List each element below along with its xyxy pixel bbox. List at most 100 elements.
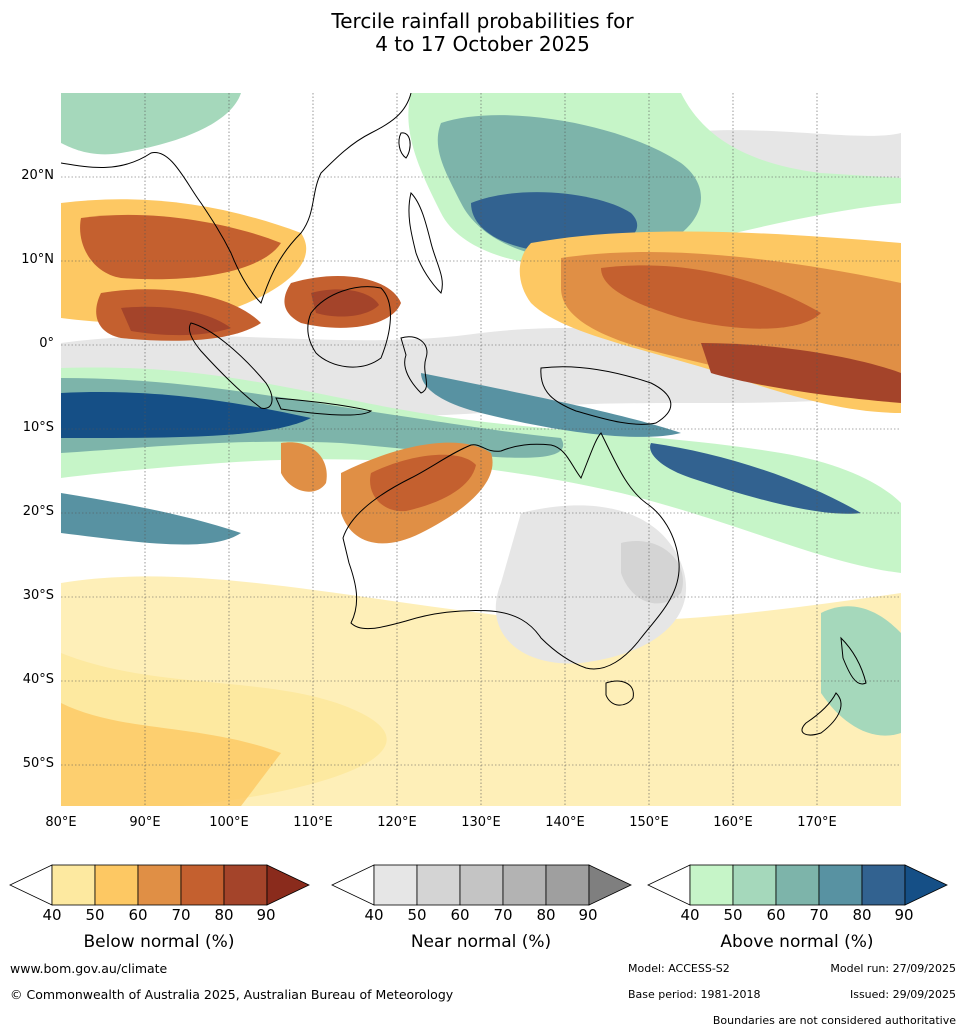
above-segment-2	[732, 864, 777, 906]
lat-label-40S: 40°S	[22, 672, 54, 687]
new-zealand-north	[840, 636, 867, 685]
mainland-asia-coast	[61, 93, 412, 304]
tasmania-coast	[605, 680, 634, 706]
near-tick-60: 60	[450, 906, 470, 924]
lat-label-20N: 20°N	[21, 168, 54, 183]
lon-label-100E: 100°E	[209, 815, 249, 830]
above-io-south	[61, 493, 241, 545]
below-legend-label: Below normal (%)	[83, 932, 235, 952]
lon-label-140E: 140°E	[545, 815, 585, 830]
below-extend-low	[9, 864, 53, 906]
near-tick-40: 40	[364, 906, 384, 924]
lat-label-50S: 50°S	[22, 756, 54, 771]
near-segment-2	[416, 864, 461, 906]
taiwan-coast	[398, 132, 411, 159]
website-link[interactable]: www.bom.gov.au/climate	[10, 961, 168, 976]
lon-label-150E: 150°E	[629, 815, 669, 830]
above-legend-label: Above normal (%)	[720, 932, 874, 952]
near-tick-50: 50	[407, 906, 427, 924]
colorbar-below	[9, 864, 310, 906]
below-nw-australia-dark	[370, 454, 476, 512]
coastlines	[61, 93, 867, 736]
lat-label-20S: 20°S	[22, 504, 54, 519]
borneo-coast	[307, 286, 391, 368]
rainfall-probability-map	[61, 93, 901, 806]
above-segment-4	[818, 864, 863, 906]
new-guinea-coast	[540, 366, 672, 425]
below-pacific-darkest	[701, 343, 901, 403]
below-extend-high	[266, 864, 310, 906]
near-segment-4	[502, 864, 547, 906]
above-tick-60: 60	[766, 906, 786, 924]
above-tick-70: 70	[809, 906, 829, 924]
below-borneo-dark	[311, 289, 379, 317]
graticule	[61, 93, 901, 806]
lat-label-30S: 30°S	[22, 588, 54, 603]
below-segment-5	[223, 864, 268, 906]
near-legend-label: Near normal (%)	[410, 932, 552, 952]
near-segment-1	[373, 864, 418, 906]
below-tick-50: 50	[85, 906, 105, 924]
title-line-2: 4 to 17 October 2025	[375, 32, 590, 56]
near-extend-high	[588, 864, 632, 906]
title-line-1: Tercile rainfall probabilities for	[331, 9, 634, 33]
above-segment-3	[775, 864, 820, 906]
below-tick-80: 80	[214, 906, 234, 924]
near-segment-5	[545, 864, 590, 906]
lon-label-170E: 170°E	[797, 815, 837, 830]
lon-label-130E: 130°E	[461, 815, 501, 830]
below-pacific-dark	[601, 265, 821, 329]
above-io-dark	[61, 392, 311, 438]
below-segment-1	[51, 864, 96, 906]
model-run-date: Model run: 27/09/2025	[830, 962, 956, 975]
below-io-patch	[281, 442, 327, 492]
below-tick-70: 70	[171, 906, 191, 924]
sulawesi-coast	[400, 336, 428, 394]
above-extend-high	[904, 864, 948, 906]
above-segment-1	[689, 864, 734, 906]
lat-label-10N: 10°N	[21, 252, 54, 267]
near-segment-3	[459, 864, 504, 906]
issued-date: Issued: 29/09/2025	[849, 988, 956, 1001]
below-segment-2	[94, 864, 139, 906]
lat-label-10S: 10°S	[22, 420, 54, 435]
below-tick-60: 60	[128, 906, 148, 924]
australia-coast	[342, 432, 680, 670]
base-period: Base period: 1981-2018	[628, 988, 761, 1001]
java-coast	[275, 397, 373, 416]
colorbar-near	[331, 864, 632, 906]
lon-label-80E: 80°E	[45, 815, 77, 830]
lon-label-120E: 120°E	[377, 815, 417, 830]
colorbar-below-segments	[9, 864, 310, 906]
above-tick-80: 80	[852, 906, 872, 924]
southern-below-mid	[61, 703, 281, 806]
above-coral-sea-dark	[650, 443, 861, 514]
above-maritime-band	[421, 373, 681, 437]
below-segment-3	[137, 864, 182, 906]
below-bob-mid	[80, 214, 282, 280]
lon-label-110E: 110°E	[293, 815, 333, 830]
map-canvas	[61, 93, 901, 806]
below-segment-4	[180, 864, 225, 906]
boundaries-disclaimer: Boundaries are not considered authoritat…	[712, 1014, 956, 1027]
copyright-text: © Commonwealth of Australia 2025, Austra…	[10, 987, 454, 1002]
above-nw-corner	[61, 93, 241, 155]
below-tick-40: 40	[42, 906, 62, 924]
above-tick-40: 40	[680, 906, 700, 924]
australia-near-darker	[621, 541, 683, 604]
near-tick-90: 90	[578, 906, 598, 924]
lon-label-90E: 90°E	[129, 815, 161, 830]
above-extend-low	[647, 864, 691, 906]
above-tick-90: 90	[894, 906, 914, 924]
near-extend-low	[331, 864, 375, 906]
near-tick-70: 70	[493, 906, 513, 924]
above-segment-5	[861, 864, 906, 906]
philippines-coast	[408, 192, 443, 294]
colorbar-near-segments	[331, 864, 632, 906]
above-tick-50: 50	[723, 906, 743, 924]
near-tick-80: 80	[536, 906, 556, 924]
model-name: Model: ACCESS-S2	[628, 962, 730, 975]
map-title: Tercile rainfall probabilities for 4 to …	[0, 10, 965, 56]
below-tick-90: 90	[256, 906, 276, 924]
colorbar-above	[647, 864, 948, 906]
